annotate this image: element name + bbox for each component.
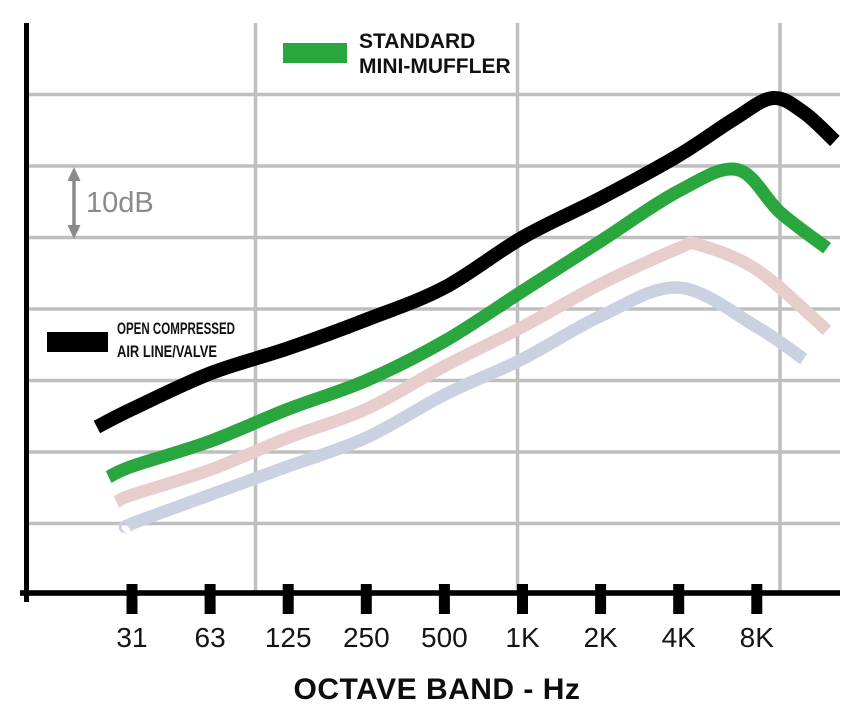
db-scale-arrowhead-up-icon [67,167,81,181]
x-tick-label: 250 [343,622,390,653]
legend-open-compressed-air: OPEN COMPRESSED AIR LINE/VALVE [47,319,235,361]
db-scale-label: 10dB [86,187,154,219]
x-tick-label: 500 [421,622,468,653]
x-tick [282,584,294,614]
x-axis-title: OCTAVE BAND - Hz [294,673,581,706]
series-curve [113,236,832,508]
x-tick-label: 63 [195,622,226,653]
x-axis-line [20,590,840,596]
x-tick [126,584,138,614]
legend-swatch-black [47,332,108,352]
x-tick [673,584,685,614]
x-tick [517,584,528,614]
legend-label-line2: AIR LINE/VALVE [117,342,217,361]
x-tick [204,584,216,614]
x-ticks [126,584,763,614]
db-scale-annotation: 10dB [67,167,154,239]
x-tick-label: 8K [740,622,775,653]
legend-label-line1: STANDARD [359,30,475,53]
v-gridlines [253,23,782,593]
legend-swatch-green [283,43,347,63]
series-curves [93,91,840,534]
x-tick [595,584,607,614]
x-tick-label: 4K [662,622,697,653]
series-curve [105,162,832,483]
x-tick [360,584,372,614]
legend-label-line2: MINI-MUFFLER [359,55,511,78]
x-tick-label: 1K [505,622,540,653]
y-axis-line [24,23,29,602]
x-tick-label: 2K [583,622,618,653]
series-curve [118,281,808,534]
db-scale-arrowhead-down-icon [67,225,81,239]
x-tick [751,584,763,614]
x-tick-label: 125 [265,622,312,653]
x-tick-label: 31 [116,622,147,653]
series-curve [93,91,840,434]
x-tick [438,584,450,614]
legend-standard-mini-muffler: STANDARD MINI-MUFFLER [283,30,511,78]
x-tick-labels: 31 63 125 250 500 1K 2K 4K 8K [116,622,774,653]
legend-label-line1: OPEN COMPRESSED [117,319,235,338]
